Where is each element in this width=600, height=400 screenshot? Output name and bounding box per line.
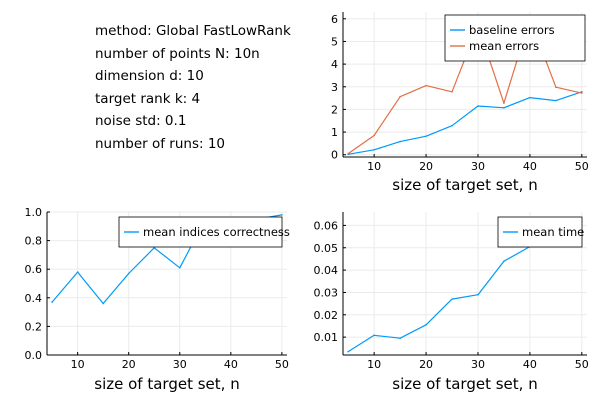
legend-label: baseline errors [469,23,555,37]
legend: mean indices correctness [118,216,290,248]
x-tick-label: 20 [419,358,433,371]
x-axis-title: size of target set, n [392,176,537,194]
legend-label: mean indices correctness [143,225,290,239]
series-line [348,91,582,155]
data-point [503,102,505,104]
data-point [347,350,349,353]
x-tick-label: 50 [275,358,289,371]
y-tick-label: 4 [331,58,338,71]
legend-box [118,216,283,248]
y-tick-label: 1.0 [25,206,43,219]
chart-1: 10 20 30 40 50 0 1 2 3 4 5 6 size of target set, n ba… [331,12,589,194]
data-point [373,334,375,337]
x-tick-label: 40 [224,358,238,371]
parameter-info: method: Global FastLowRank number of poi… [95,20,291,155]
y-tick-label: 5 [331,35,338,48]
y-tick-label: 0.04 [314,264,339,277]
legend: mean time [497,216,584,248]
data-point [555,86,557,89]
x-tick-label: 10 [71,358,85,371]
data-point [425,324,427,326]
y-tick-label: 1 [331,126,338,139]
data-point [477,105,479,107]
data-point [127,272,130,275]
y-tick-label: 2 [331,103,338,116]
data-point [102,302,104,305]
info-num-points: number of points N: 10n [95,45,260,62]
data-point [347,152,349,155]
y-tick-label: 0 [331,149,338,162]
y-tick-label: 0.01 [314,331,339,344]
data-point [451,124,453,127]
data-point [76,271,79,273]
y-tick-label: 0.0 [25,349,43,362]
info-target-rank: target rank k: 4 [95,90,201,107]
data-point [581,90,583,93]
x-axis-title: size of target set, n [94,375,239,393]
legend-label: mean errors [469,39,539,53]
data-point [477,293,479,296]
data-point [281,214,283,216]
chart-3: 10 20 30 40 50 0.01 0.02 0.03 0.04 0.05 0.06 size o… [314,212,589,393]
x-tick-label: 30 [471,358,485,371]
data-point [529,96,531,99]
y-tick-label: 6 [331,13,338,26]
legend-label: mean time [522,225,584,239]
legend: baseline errors mean errors [444,14,586,62]
info-num-runs: number of runs: 10 [95,135,225,152]
data-point [451,90,453,93]
data-point [503,260,505,262]
x-tick-label: 20 [419,160,433,173]
data-point [425,135,427,137]
x-tick-label: 50 [575,160,589,173]
y-tick-label: 0.05 [314,242,339,255]
data-point [503,107,505,109]
y-tick-label: 0.03 [314,286,339,299]
x-tick-label: 30 [173,358,187,371]
data-point [451,298,453,300]
x-tick-label: 40 [523,358,537,371]
data-point [373,148,375,151]
data-point [178,266,181,269]
data-point [399,337,401,340]
x-tick-label: 10 [367,160,381,173]
info-method: method: Global FastLowRank [95,23,291,39]
x-tick-label: 20 [122,358,136,371]
x-tick-label: 30 [471,160,485,173]
data-point [399,140,401,143]
data-point [399,95,401,98]
x-axis-title: size of target set, n [392,375,537,393]
x-tick-label: 10 [367,358,381,371]
data-point [425,84,427,87]
x-tick-label: 40 [523,160,537,173]
y-tick-label: 0.2 [25,320,43,333]
y-tick-label: 3 [331,81,338,94]
data-point [581,92,583,94]
y-tick-label: 0.06 [314,219,339,232]
legend-box [444,14,586,62]
data-point [555,99,557,102]
data-point [373,134,375,137]
data-point [51,301,53,303]
y-tick-label: 0.4 [25,292,43,305]
info-noise-std: noise std: 0.1 [95,113,187,129]
info-dimension: dimension d: 10 [95,68,204,84]
chart-2: 10 20 30 40 50 0.0 0.2 0.4 0.6 0.8 1.0 size of targ… [25,206,290,393]
y-tick-label: 0.02 [314,309,339,322]
y-tick-label: 0.8 [25,235,43,248]
y-tick-label: 0.6 [25,263,43,276]
x-tick-label: 50 [575,358,589,371]
